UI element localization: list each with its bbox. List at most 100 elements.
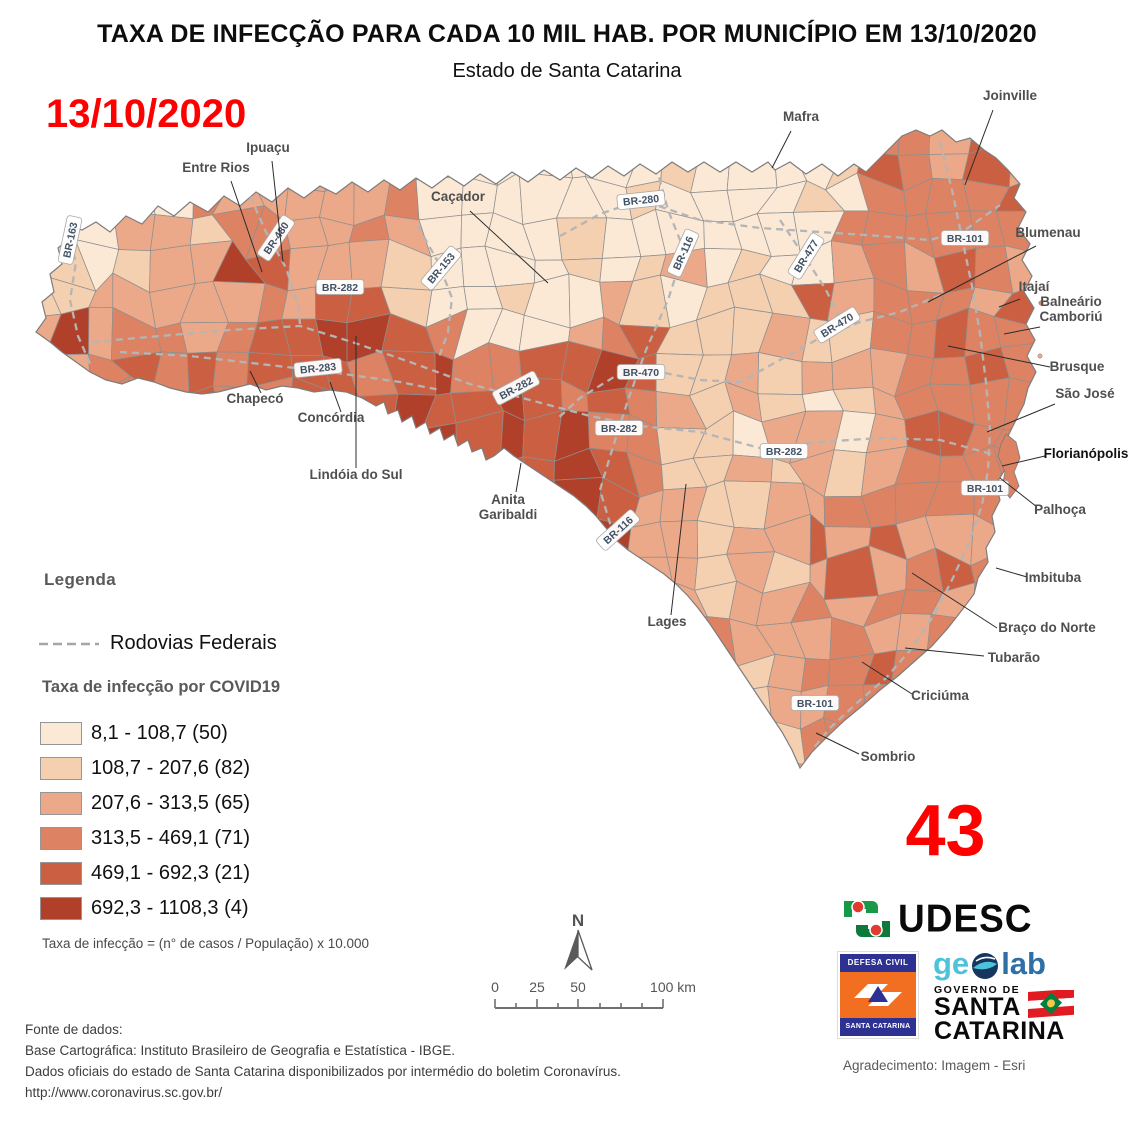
city-label: Anita Garibaldi	[479, 492, 538, 522]
legend-class-label: 692,3 - 1108,3 (4)	[91, 897, 249, 919]
city-leader-line	[911, 572, 998, 629]
defesa-civil-emblem	[840, 972, 916, 1018]
road-label-chip: BR-282	[594, 420, 644, 436]
svg-text:BR-282: BR-282	[766, 446, 802, 458]
road-label-chip: BR-101	[960, 480, 1010, 496]
acknowledgment-text: Agradecimento: Imagem - Esri	[843, 1058, 1026, 1073]
legend-class-swatch	[40, 827, 82, 850]
footer-line: Fonte de dados:	[25, 1022, 123, 1037]
city-label: Mafra	[783, 109, 820, 124]
scalebar-label: 50	[570, 979, 586, 995]
city-label: Brusque	[1050, 359, 1105, 374]
geolab-text-left: ge	[933, 946, 970, 981]
city-label: Lindóia do Sul	[310, 467, 403, 482]
legend-class-swatch	[40, 757, 82, 780]
svg-text:BR-282: BR-282	[322, 282, 358, 294]
city-leader-line	[964, 109, 994, 186]
udesc-logo: UDESC	[840, 897, 1033, 940]
city-label: Braço do Norte	[998, 620, 1096, 635]
geolab-logo: ge lab	[933, 946, 1046, 982]
legend-roads-label: Rodovias Federais	[110, 632, 277, 654]
city-label: Joinville	[983, 88, 1038, 103]
legend-class-label: 8,1 - 108,7 (50)	[91, 722, 228, 744]
city-leader-line	[999, 477, 1038, 508]
legend-class-label: 108,7 - 207,6 (82)	[91, 757, 250, 779]
footer-line: Dados oficiais do estado de Santa Catari…	[25, 1063, 621, 1079]
city-label: Caçador	[431, 189, 486, 204]
defesa-civil-logo: DEFESA CIVIL SANTA CATARINA	[838, 952, 918, 1038]
road-label-chip: BR-282	[315, 279, 365, 295]
road-label-chip: BR-101	[940, 230, 990, 246]
scalebar-north-arrow: N 0 25 50 100 km	[491, 911, 696, 1009]
legend-classes: 8,1 - 108,7 (50) 108,7 - 207,6 (82) 207,6 …	[40, 716, 250, 926]
defesa-civil-emblem-icon	[854, 984, 902, 1006]
city-label: Tubarão	[988, 650, 1040, 665]
city-leader-line	[998, 298, 1021, 308]
page-subtitle: Estado de Santa Catarina	[452, 60, 682, 82]
city-label: Imbituba	[1025, 570, 1082, 585]
city-leader-line	[986, 403, 1056, 433]
city-leader-line	[947, 345, 1051, 368]
legend-covid-heading: Taxa de infecção por COVID19	[42, 678, 281, 696]
city-leader-line	[771, 130, 792, 169]
svg-text:BR-101: BR-101	[797, 698, 833, 710]
scalebar-label: 25	[529, 979, 545, 995]
santa-catarina-flag-icon	[1028, 990, 1074, 1018]
date-annotation: 13/10/2020	[46, 92, 247, 136]
count-annotation: 43	[905, 791, 986, 871]
legend-class-row: 313,5 - 469,1 (71)	[40, 821, 250, 856]
city-leader-line	[230, 180, 263, 273]
city-leader-line	[469, 210, 549, 284]
city-leader-line	[249, 370, 262, 394]
defesa-civil-bottom-text: SANTA CATARINA	[840, 1018, 916, 1036]
city-label: Florianópolis	[1044, 446, 1129, 461]
city-leader-line	[995, 567, 1028, 578]
city-label: São José	[1055, 386, 1115, 401]
road-label-chip: BR-282	[759, 443, 809, 459]
svg-text:BR-101: BR-101	[967, 483, 1003, 495]
legend-class-label: 469,1 - 692,3 (21)	[91, 862, 250, 884]
city-label: Chapecó	[226, 391, 283, 406]
footer-line: http://www.coronavirus.sc.gov.br/	[25, 1084, 223, 1100]
page-title: TAXA DE INFECÇÃO PARA CADA 10 MIL HAB. P…	[97, 20, 1037, 48]
city-leader-line	[861, 661, 913, 695]
city-label: Lages	[647, 614, 686, 629]
svg-text:BR-470: BR-470	[623, 367, 659, 379]
north-arrow-icon	[564, 930, 578, 970]
svg-text:BR-101: BR-101	[947, 233, 983, 245]
footer-line: Base Cartográfica: Instituto Brasileiro …	[25, 1042, 455, 1058]
data-source-footer: Fonte de dados: Base Cartográfica: Insti…	[25, 1020, 621, 1104]
city-leader-line	[927, 245, 1037, 303]
scalebar-label: 100 km	[650, 979, 696, 995]
city-leader-line	[329, 381, 342, 413]
defesa-civil-top-text: DEFESA CIVIL	[840, 954, 916, 972]
city-label: Entre Rios	[182, 160, 250, 175]
road-label-chip: BR-101	[790, 695, 840, 711]
udesc-logo-icon	[844, 900, 890, 937]
legend-class-swatch	[40, 722, 82, 745]
city-label: Sombrio	[861, 749, 916, 764]
city-label: Blumenau	[1015, 225, 1080, 240]
north-label: N	[572, 911, 584, 930]
road-label-chip: BR-283	[293, 357, 343, 379]
legend-formula: Taxa de infecção = (n° de casos / Popula…	[42, 936, 369, 951]
city-leader-line	[904, 647, 985, 657]
city-label: Criciúma	[911, 688, 969, 703]
svg-text:BR-280: BR-280	[622, 193, 659, 209]
city-label: Concórdia	[298, 410, 365, 425]
city-label: Palhoça	[1034, 502, 1086, 517]
svg-text:BR-282: BR-282	[601, 423, 637, 435]
dashed-line-icon	[39, 642, 99, 645]
governo-line1: GOVERNO DE	[934, 984, 1021, 996]
city-leader-line	[670, 483, 687, 616]
governo-line3: CATARINA	[934, 1016, 1065, 1045]
city-leader-line	[515, 462, 522, 493]
city-leader-line	[815, 732, 860, 755]
legend-class-row: 207,6 - 313,5 (65)	[40, 786, 250, 821]
governo-line2: SANTA	[934, 993, 1021, 1021]
road-label-chip: BR-163	[57, 215, 83, 265]
city-label: Balneário Camboriú	[1039, 294, 1102, 324]
legend-class-swatch	[40, 792, 82, 815]
legend-class-row: 8,1 - 108,7 (50)	[40, 716, 250, 751]
